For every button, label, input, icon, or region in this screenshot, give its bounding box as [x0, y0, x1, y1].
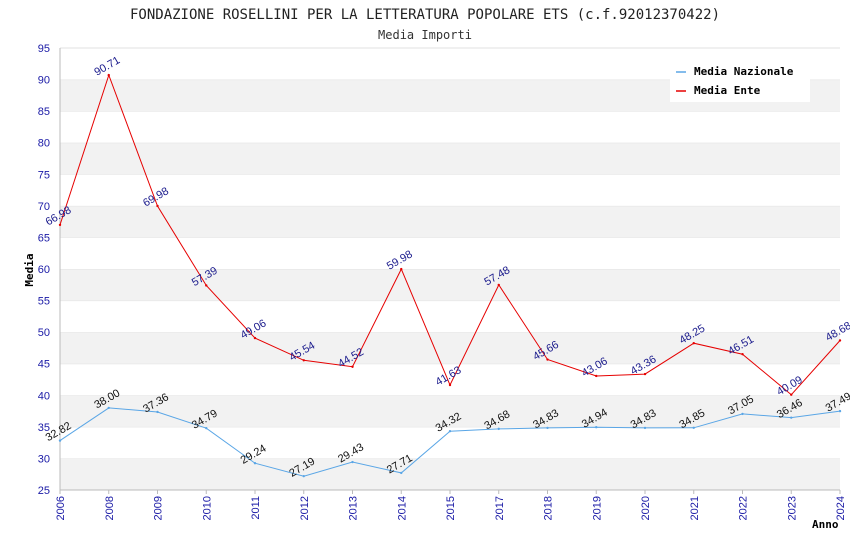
- x-tick-label: 2006: [55, 496, 67, 520]
- data-point: [790, 393, 793, 396]
- y-tick-label: 90: [38, 75, 50, 87]
- data-point: [156, 410, 159, 414]
- x-tick-label: 2023: [786, 496, 798, 520]
- y-tick-label: 55: [38, 296, 50, 308]
- data-point: [400, 471, 403, 475]
- data-point: [741, 412, 744, 416]
- x-tick-label: 2024: [835, 496, 847, 520]
- y-tick-label: 75: [38, 169, 50, 181]
- x-tick-label: 2017: [494, 496, 506, 520]
- x-tick-label: 2013: [348, 496, 360, 520]
- x-tick-label: 2022: [738, 496, 750, 520]
- grid-band: [60, 300, 840, 333]
- data-point: [205, 426, 208, 430]
- grid-band: [60, 269, 840, 301]
- grid-band: [60, 395, 840, 427]
- x-tick-label: 2008: [104, 496, 116, 520]
- grid-band: [60, 205, 840, 238]
- data-point: [107, 406, 110, 410]
- data-point: [448, 383, 452, 387]
- data-point: [253, 336, 257, 340]
- data-point: [58, 223, 62, 227]
- data-point: [302, 359, 305, 362]
- series-group: [58, 73, 842, 478]
- legend: Media Nazionale Media Ente: [670, 60, 810, 102]
- grid-band: [60, 363, 840, 396]
- y-tick-label: 50: [38, 327, 50, 339]
- y-tick-label: 70: [38, 201, 50, 213]
- chart-title: FONDAZIONE ROSELLINI PER LA LETTERATURA …: [130, 7, 720, 23]
- data-point: [497, 283, 500, 287]
- x-tick-label: 2015: [445, 496, 457, 520]
- data-point: [156, 204, 159, 208]
- legend-label-nazionale: Media Nazionale: [694, 65, 794, 78]
- data-point: [400, 267, 403, 271]
- x-tick-label: 2019: [591, 496, 603, 520]
- x-tick-label: 2018: [543, 496, 555, 520]
- data-point: [692, 341, 695, 345]
- legend-box: [670, 60, 810, 102]
- y-axis-ticks: 25 30 35 40 45 50 55 60 65 70 75 80 85 90 95: [38, 43, 50, 497]
- legend-label-ente: Media Ente: [694, 84, 761, 97]
- data-point: [107, 73, 110, 77]
- y-tick-label: 40: [38, 390, 50, 402]
- grid-band: [60, 111, 840, 143]
- data-point: [643, 372, 647, 376]
- data-point: [838, 409, 842, 413]
- y-tick-label: 30: [38, 453, 50, 465]
- y-tick-label: 25: [38, 485, 50, 497]
- y-axis-label: Media: [23, 253, 36, 286]
- x-tick-label: 2009: [153, 496, 165, 520]
- y-tick-label: 60: [38, 264, 50, 276]
- data-point: [253, 462, 257, 465]
- grid-band: [60, 332, 840, 364]
- grid-band: [60, 458, 840, 490]
- data-point: [741, 352, 744, 356]
- y-tick-label: 80: [38, 138, 50, 150]
- data-point: [692, 426, 695, 430]
- x-axis-ticks: 2006 2008 2009 2010 2011 2012 2013 2014 2015 2017…: [55, 490, 847, 520]
- data-point: [351, 365, 354, 368]
- data-point: [546, 426, 549, 430]
- y-tick-label: 35: [38, 422, 50, 434]
- data-point: [790, 416, 793, 419]
- grid-band: [60, 142, 840, 175]
- data-point: [546, 358, 549, 361]
- data-point: [351, 460, 354, 464]
- data-point: [497, 427, 500, 431]
- data-point: [205, 284, 208, 287]
- y-tick-label: 45: [38, 359, 50, 371]
- data-point: [448, 429, 452, 433]
- x-axis-label: Anno: [812, 518, 839, 531]
- grid-band: [60, 174, 840, 206]
- x-tick-label: 2021: [689, 496, 701, 520]
- y-tick-label: 85: [38, 106, 50, 118]
- data-point: [58, 439, 62, 442]
- x-tick-label: 2020: [640, 496, 652, 520]
- x-tick-label: 2014: [396, 496, 408, 520]
- data-point: [595, 426, 598, 429]
- data-point: [643, 426, 647, 430]
- data-point: [595, 374, 598, 378]
- chart-subtitle: Media Importi: [378, 28, 472, 42]
- grid-band: [60, 237, 840, 269]
- x-tick-label: 2011: [250, 496, 262, 520]
- y-tick-label: 65: [38, 232, 50, 244]
- data-point: [302, 474, 305, 478]
- data-point: [838, 339, 842, 342]
- x-tick-label: 2010: [201, 496, 213, 520]
- y-tick-label: 95: [38, 43, 50, 55]
- x-tick-label: 2012: [299, 496, 311, 520]
